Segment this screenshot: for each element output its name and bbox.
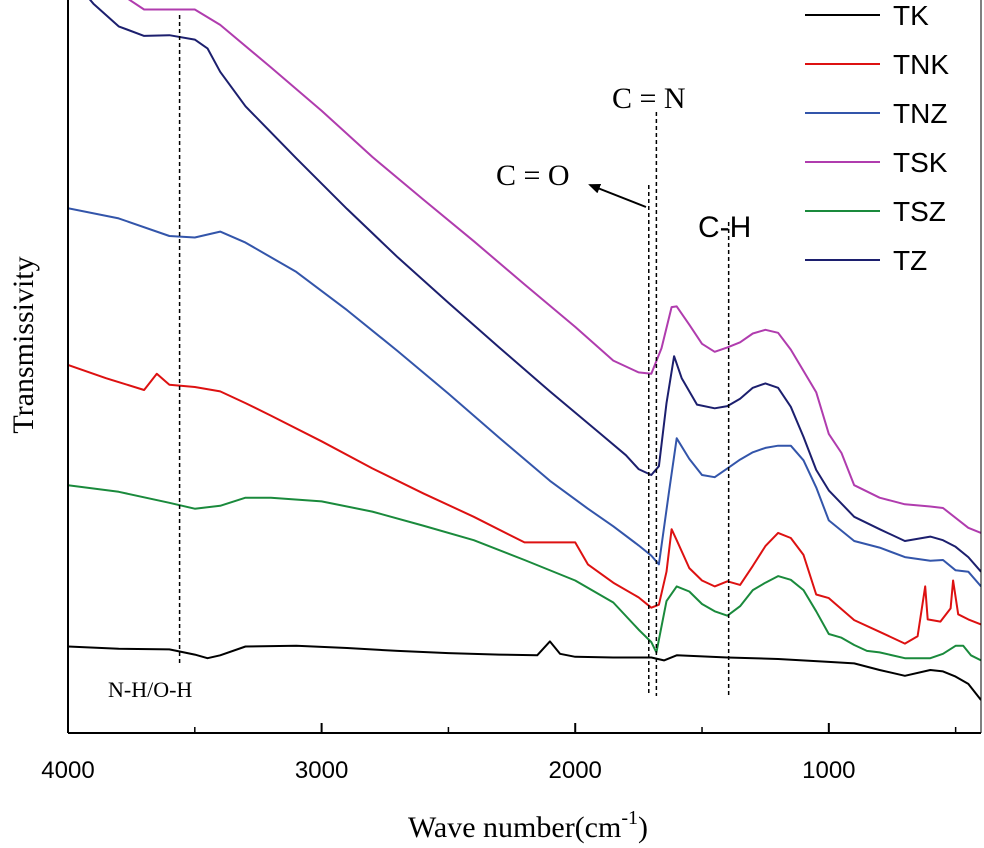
x-axis-ticks: 4000 3000 2000 1000 [41, 723, 957, 784]
legend: TK TNK TNZ TSK TSZ TZ [805, 0, 949, 276]
series-line-tsk [127, 0, 981, 534]
series-line-tnk [68, 364, 981, 645]
x-tick-label-4000: 4000 [41, 757, 94, 784]
marker-lines [178, 15, 730, 696]
series-group [68, 0, 981, 701]
x-tick-label-1000: 1000 [802, 757, 855, 784]
y-axis-title: Transmissivity [7, 256, 40, 433]
x-axis-title-sup: -1 [621, 807, 638, 829]
annotation-nh-oh: N-H/O-H [108, 677, 192, 702]
x-tick-label-2000: 2000 [549, 757, 602, 784]
annotation-co: C = O [496, 159, 570, 192]
legend-label-tnk: TNK [893, 49, 949, 80]
legend-label-tnz: TNZ [893, 98, 947, 129]
annotation-cn: C = N [612, 82, 686, 115]
x-axis-title-close: ) [638, 811, 648, 844]
series-line-tz [88, 0, 981, 573]
legend-label-tsk: TSK [893, 147, 948, 178]
x-axis-title: Wave number(cm-1) [408, 807, 648, 844]
x-axis-title-main: Wave number(cm [408, 811, 621, 844]
series-line-tk [68, 640, 981, 701]
series-line-tsz [68, 484, 981, 662]
annotation-ch: C-H [698, 211, 751, 244]
legend-label-tk: TK [893, 0, 929, 31]
x-tick-label-3000: 3000 [295, 757, 348, 784]
series-line-tnz [68, 207, 981, 588]
legend-label-tz: TZ [893, 245, 927, 276]
legend-label-tsz: TSZ [893, 196, 946, 227]
annotation-co-arrow [588, 184, 647, 208]
